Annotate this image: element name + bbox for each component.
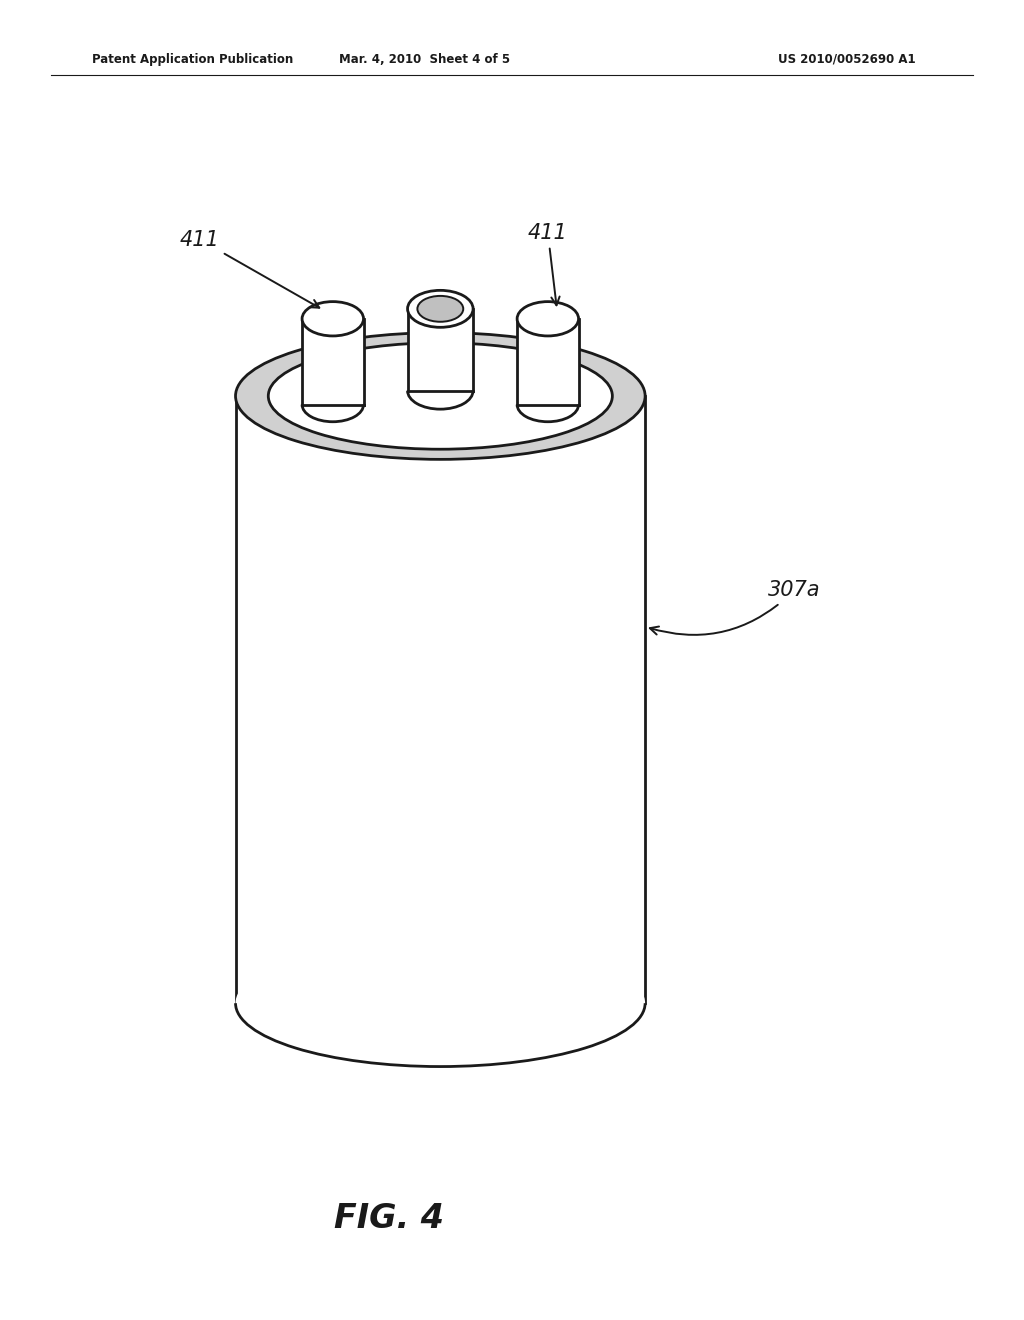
Text: 307a: 307a <box>650 581 820 635</box>
Ellipse shape <box>418 296 463 322</box>
FancyBboxPatch shape <box>236 396 645 1003</box>
Text: 411: 411 <box>528 223 567 305</box>
Text: US 2010/0052690 A1: US 2010/0052690 A1 <box>778 53 915 66</box>
Ellipse shape <box>302 302 364 337</box>
Ellipse shape <box>236 333 645 459</box>
Text: Patent Application Publication: Patent Application Publication <box>92 53 294 66</box>
Text: 411: 411 <box>180 230 319 308</box>
Ellipse shape <box>268 343 612 449</box>
Text: FIG. 4: FIG. 4 <box>334 1201 444 1236</box>
Ellipse shape <box>517 302 579 337</box>
FancyBboxPatch shape <box>408 309 473 391</box>
FancyBboxPatch shape <box>302 319 364 404</box>
Ellipse shape <box>408 290 473 327</box>
Text: Mar. 4, 2010  Sheet 4 of 5: Mar. 4, 2010 Sheet 4 of 5 <box>339 53 511 66</box>
FancyBboxPatch shape <box>517 319 579 404</box>
Ellipse shape <box>236 940 645 1067</box>
